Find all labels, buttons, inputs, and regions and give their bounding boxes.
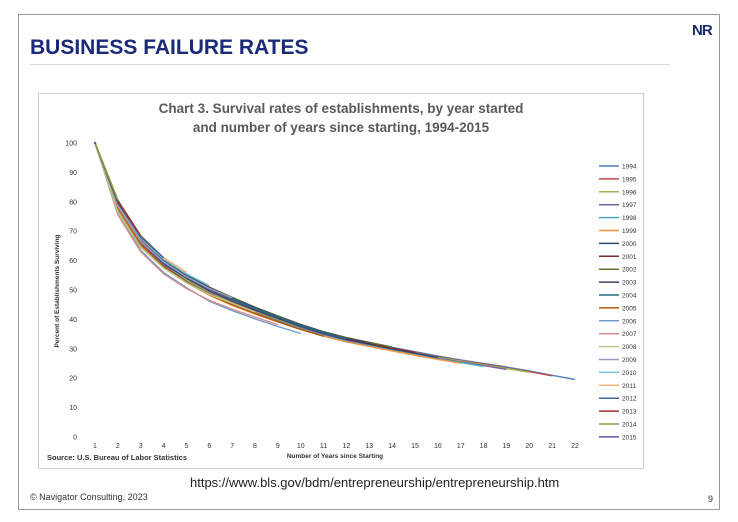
series-line-2006 [94,142,301,335]
x-tick-label: 2 [116,443,120,450]
x-tick-label: 21 [548,443,556,450]
legend-label-2013: 2013 [622,409,637,416]
legend-label-2006: 2006 [622,318,637,325]
legend-label-2011: 2011 [622,383,636,390]
x-tick-label: 3 [139,443,143,450]
series-line-2014 [94,142,119,201]
x-tick-label: 1 [93,443,97,450]
y-tick-label: 90 [69,170,77,177]
legend-label-2014: 2014 [622,422,637,429]
y-tick-label: 60 [69,258,77,265]
series-line-2013 [94,142,142,236]
y-tick-label: 0 [73,435,77,442]
legend-label-2015: 2015 [622,434,637,441]
x-tick-label: 6 [207,443,211,450]
chart-title-line2: and number of years since starting, 1994… [193,120,490,135]
x-tick-label: 16 [434,443,442,450]
legend-label-2005: 2005 [622,305,637,312]
legend-label-1999: 1999 [622,228,637,235]
x-tick-label: 10 [297,443,305,450]
y-tick-label: 70 [69,229,77,236]
legend-label-2009: 2009 [622,357,637,364]
x-tick-label: 13 [365,443,373,450]
legend-label-1997: 1997 [622,202,637,209]
series-point-2015 [93,141,97,145]
series-line-2012 [94,142,165,259]
legend-label-1995: 1995 [622,176,637,183]
legend-label-2012: 2012 [622,396,637,403]
x-tick-label: 7 [230,443,234,450]
chart-legend: 1994 1995 1996 1997 1998 1999 2000 2001 2002 2003… [599,164,637,441]
x-axis-label: Number of Years since Starting [287,453,383,460]
y-axis-label: Percent of Establishments Surviving [54,234,61,347]
y-tick-label: 40 [69,317,77,324]
legend-label-2000: 2000 [622,241,637,248]
chart-source: Source: U.S. Bureau of Labor Statistics [47,453,187,462]
y-tick-label: 20 [69,376,77,383]
legend-label-2001: 2001 [622,254,637,261]
legend-label-2002: 2002 [622,267,637,274]
source-url-link[interactable]: https://www.bls.gov/bdm/entrepreneurship… [190,475,560,490]
y-tick-label: 10 [69,405,77,412]
chart-series-lines [93,141,576,381]
legend-label-2003: 2003 [622,280,637,287]
legend-label-1996: 1996 [622,189,637,196]
x-tick-label: 14 [388,443,396,450]
chart-panel: Chart 3. Survival rates of establishment… [38,93,644,469]
x-tick-label: 9 [276,443,280,450]
x-tick-label: 8 [253,443,257,450]
survival-rate-chart: Chart 3. Survival rates of establishment… [47,101,637,462]
y-tick-label: 100 [65,141,77,148]
x-tick-label: 20 [525,443,533,450]
y-tick-label: 50 [69,288,77,295]
x-tick-label: 18 [480,443,488,450]
company-logo: NR [692,22,713,39]
x-tick-label: 17 [457,443,465,450]
x-tick-label: 22 [571,443,579,450]
copyright-text: © Navigator Consulting, 2023 [30,492,148,502]
slide-title: BUSINESS FAILURE RATES [30,36,309,59]
x-tick-label: 19 [503,443,511,450]
page-number: 9 [708,494,714,504]
series-line-2007 [94,142,279,326]
series-line-2010 [94,142,210,287]
series-line-2011 [94,142,187,273]
x-tick-label: 4 [162,443,166,450]
x-tick-label: 5 [184,443,188,450]
y-tick-label: 30 [69,346,77,353]
legend-label-2007: 2007 [622,331,637,338]
legend-label-2008: 2008 [622,344,637,351]
chart-title-line1: Chart 3. Survival rates of establishment… [159,101,524,116]
series-line-2008 [94,142,256,313]
x-tick-label: 11 [320,443,327,450]
legend-label-2010: 2010 [622,370,637,377]
y-tick-label: 80 [69,199,77,206]
legend-label-1994: 1994 [622,164,637,171]
series-line-2004 [94,142,347,340]
x-tick-label: 15 [411,443,419,450]
legend-label-1998: 1998 [622,215,637,222]
title-divider [30,64,670,65]
series-line-2005 [94,142,324,337]
series-line-2009 [94,142,233,299]
x-tick-label: 12 [343,443,351,450]
legend-label-2004: 2004 [622,293,637,300]
